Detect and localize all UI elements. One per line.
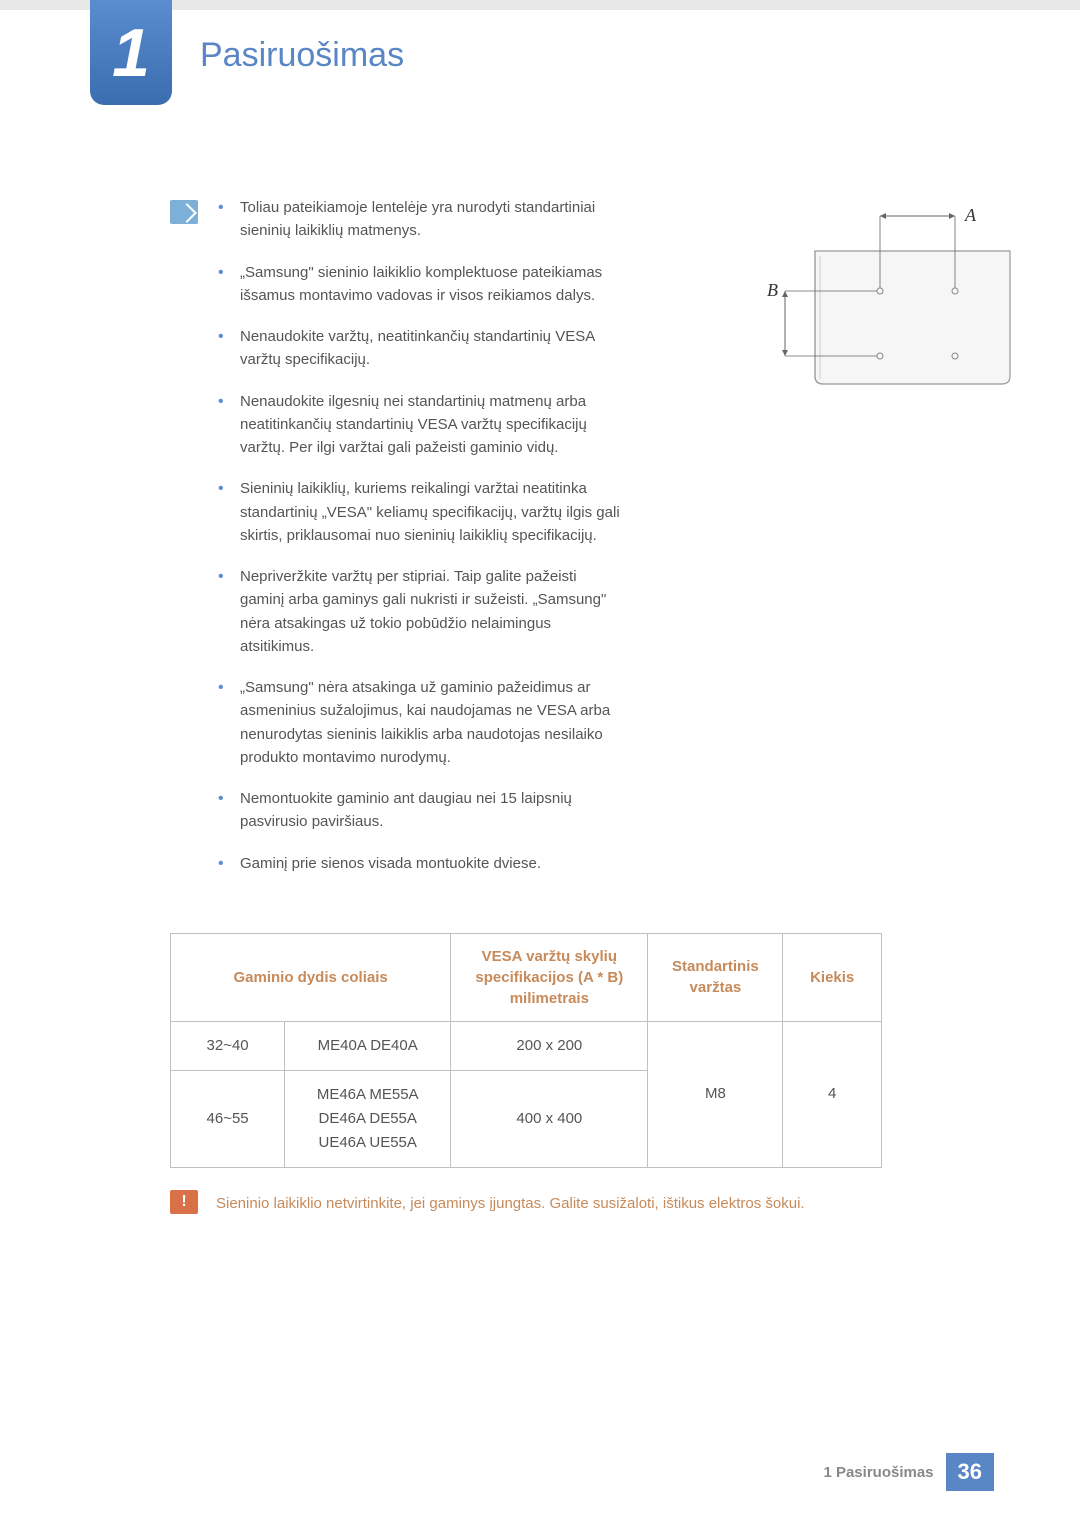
warning-block: ! Sieninio laikiklio netvirtinkite, jei … [170,1190,925,1216]
list-item: Nemontuokite gaminio ant daugiau nei 15 … [216,787,621,834]
list-item: Nenaudokite varžtų, neatitinkančių stand… [216,325,621,372]
th-vesa: VESA varžtų skylių specifikacijos (A * B… [451,933,648,1021]
cell-size: 46~55 [171,1070,285,1167]
list-item: Nenaudokite ilgesnių nei standartinių ma… [216,390,621,460]
warning-icon: ! [170,1190,198,1214]
warning-text: Sieninio laikiklio netvirtinkite, jei ga… [216,1190,805,1216]
th-qty: Kiekis [783,933,882,1021]
chapter-number: 1 [112,14,150,92]
footer-text: 1 Pasiruošimas [823,1464,933,1481]
note-icon [170,200,198,224]
list-item: Sieninių laikiklių, kuriems reikalingi v… [216,477,621,547]
cell-vesa: 400 x 400 [451,1070,648,1167]
diagram-label-a: A [964,205,977,225]
list-item: „Samsung" nėra atsakinga už gaminio paže… [216,676,621,769]
vesa-diagram: A B [765,196,1025,391]
list-item: „Samsung" sieninio laikiklio komplektuos… [216,261,621,308]
diagram-label-b: B [767,280,778,300]
cell-screw: M8 [648,1021,783,1167]
cell-model: ME40A DE40A [285,1021,451,1070]
list-item: Gaminį prie sienos visada montuokite dvi… [216,852,621,875]
chapter-title: Pasiruošimas [200,36,404,75]
cell-model: ME46A ME55ADE46A DE55AUE46A UE55A [285,1070,451,1167]
footer: 1 Pasiruošimas 36 [823,1453,994,1491]
bullet-list: Toliau pateikiamoje lentelėje yra nurody… [216,196,621,893]
spec-table: Gaminio dydis coliais VESA varžtų skylių… [170,933,882,1168]
footer-page: 36 [946,1453,994,1491]
list-item: Nepriveržkite varžtų per stipriai. Taip … [216,565,621,658]
chapter-badge: 1 [90,0,172,105]
list-item: Toliau pateikiamoje lentelėje yra nurody… [216,196,621,243]
cell-qty: 4 [783,1021,882,1167]
th-size: Gaminio dydis coliais [171,933,451,1021]
table-row: 32~40ME40A DE40A200 x 200M84 [171,1021,882,1070]
cell-vesa: 200 x 200 [451,1021,648,1070]
content-area: Toliau pateikiamoje lentelėje yra nurody… [170,196,925,1215]
info-block: Toliau pateikiamoje lentelėje yra nurody… [170,196,925,893]
cell-size: 32~40 [171,1021,285,1070]
th-screw: Standartinis varžtas [648,933,783,1021]
table-header-row: Gaminio dydis coliais VESA varžtų skylių… [171,933,882,1021]
